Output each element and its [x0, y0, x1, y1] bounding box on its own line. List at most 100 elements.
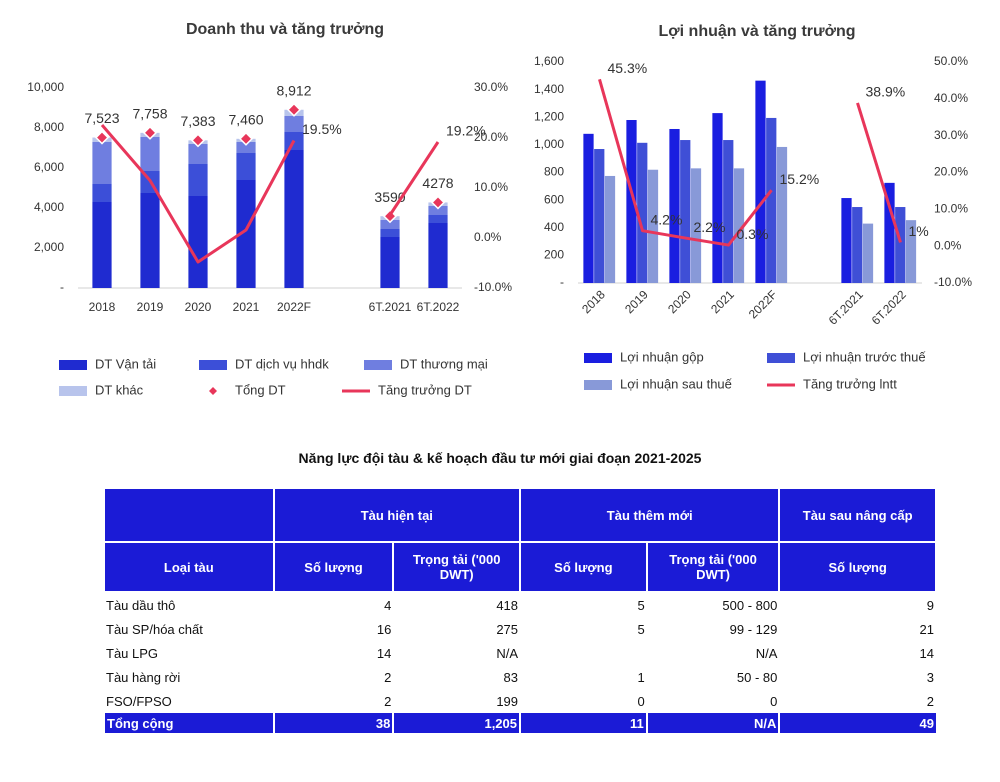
table-cell: 275: [496, 621, 519, 637]
y-tick-label: 600: [544, 192, 564, 206]
legend-swatch: [767, 353, 795, 363]
total-cell: N/A: [645, 713, 780, 733]
bar: [884, 182, 895, 283]
data-label: 15.2%: [780, 171, 820, 187]
legend-label: DT khác: [95, 382, 144, 397]
legend-swatch: [209, 387, 217, 395]
header-cell: Số lượng: [778, 541, 937, 593]
x-tick-label: 2018: [579, 287, 608, 316]
marker: [94, 130, 110, 145]
legend-swatch: [59, 360, 87, 370]
legend-label: Lợi nhuận trước thuế: [803, 349, 926, 364]
line: [598, 78, 902, 247]
table-row: Tàu dầu thô 4 418 5 500 - 800 9: [104, 592, 936, 617]
y2-tick-label: 20.0%: [934, 165, 968, 179]
marker: [190, 133, 206, 148]
y-tick-label: 10,000: [27, 80, 64, 94]
legend-label: DT thương mại: [400, 356, 488, 371]
header-cell: Số lượng: [272, 541, 395, 593]
data-label: 4.2%: [651, 211, 683, 227]
header-cell: Loại tàu: [103, 541, 275, 593]
bar: [680, 140, 691, 283]
data-label: 2.2%: [694, 219, 726, 235]
bar-segment: [236, 180, 256, 288]
bar-segment: [380, 237, 400, 288]
y2-tick-label: 20.0%: [474, 130, 508, 144]
table-cell: Tàu LPG: [106, 645, 159, 661]
table-cell: 5: [637, 621, 645, 637]
marker: [430, 195, 446, 210]
y2-tick-label: 0.0%: [474, 230, 502, 244]
bar: [895, 207, 906, 283]
y-tick-label: 1,400: [534, 82, 564, 96]
table-row: FSO/FPSO 2 199 0 0 2: [104, 689, 936, 713]
y-tick-label: 200: [544, 248, 564, 262]
bar: [723, 140, 734, 283]
table-cell: 14: [376, 645, 392, 661]
x-tick-label: 2021: [233, 300, 260, 314]
header-cell: Trọng tải ('000 DWT): [645, 541, 781, 593]
marker: [238, 131, 254, 146]
bar-segment: [284, 150, 304, 288]
bar-segment: [236, 142, 256, 153]
y2-tick-label: 30.0%: [474, 80, 508, 94]
data-label: 8,912: [276, 82, 311, 98]
bar: [733, 168, 745, 283]
table-cell: 14: [919, 645, 934, 661]
y-tick-label: 8,000: [34, 120, 64, 134]
data-label: 19.2%: [446, 123, 486, 139]
legend-label: Tổng DT: [235, 382, 286, 397]
group-header-row: Tàu hiện tại Tàu thêm mới Tàu sau nâng c…: [103, 487, 937, 543]
legend-swatch: [364, 360, 392, 370]
y-tick-label: 2,000: [34, 240, 64, 254]
total-cell: 38: [272, 713, 394, 733]
table-cell: 83: [503, 669, 519, 685]
bar-segment: [92, 202, 112, 288]
table-cell: 16: [376, 621, 392, 637]
table-cell: 4: [384, 597, 392, 613]
table-cell: 21: [919, 621, 934, 637]
table-cell: 0: [770, 693, 778, 709]
table-cell: Tàu dầu thô: [106, 597, 176, 613]
table-cell: 1: [637, 669, 645, 685]
y2-tick-label: 10.0%: [934, 202, 968, 216]
bar-segment: [284, 116, 304, 132]
table-cell: N/A: [496, 645, 519, 661]
table-cell: 500 - 800: [722, 597, 778, 613]
data-label: 19.5%: [302, 121, 342, 137]
bar-segment: [188, 164, 208, 196]
data-label: 7,523: [84, 110, 119, 126]
bar: [626, 120, 637, 283]
y2-tick-label: 10.0%: [474, 180, 508, 194]
legend-label: DT Vận tải: [95, 356, 156, 371]
data-label: 45.3%: [608, 60, 648, 76]
x-tick-label: 2022F: [277, 300, 311, 314]
total-cell: 11: [519, 713, 647, 733]
table-cell: 50 - 80: [736, 669, 778, 685]
y-tick-label: 6,000: [34, 160, 64, 174]
y-tick-label: 1,000: [534, 137, 564, 151]
legend-swatch: [584, 380, 612, 390]
data-label: 7,758: [132, 106, 167, 122]
bar: [755, 80, 766, 283]
bar: [647, 169, 659, 283]
chart-title: Lợi nhuận và tăng trưởng: [659, 23, 856, 40]
data-label: 38.9%: [866, 84, 906, 100]
header-cell: Tàu hiện tại: [272, 487, 522, 543]
x-tick-label: 6T.2021: [369, 300, 412, 314]
table-cell: N/A: [755, 645, 778, 661]
y-tick-label: 800: [544, 165, 564, 179]
x-tick-label: 6T.2022: [869, 287, 909, 327]
bar: [776, 146, 788, 283]
y2-tick-label: 40.0%: [934, 91, 968, 105]
charts: Doanh thu và tăng trưởng - 2,000 4,000 6,000…: [27, 21, 972, 397]
header-cell: Tàu thêm mới: [519, 487, 781, 543]
table-title: Năng lực đội tàu & kế hoạch đầu tư mới g…: [298, 450, 702, 466]
bar: [852, 207, 863, 283]
bar-segment: [380, 229, 400, 237]
x-tick-label: 2020: [665, 287, 694, 316]
x-tick-label: 2020: [185, 300, 212, 314]
table-cell: 0: [637, 693, 645, 709]
table-cell: 418: [496, 597, 519, 613]
bar-segment: [92, 142, 112, 184]
